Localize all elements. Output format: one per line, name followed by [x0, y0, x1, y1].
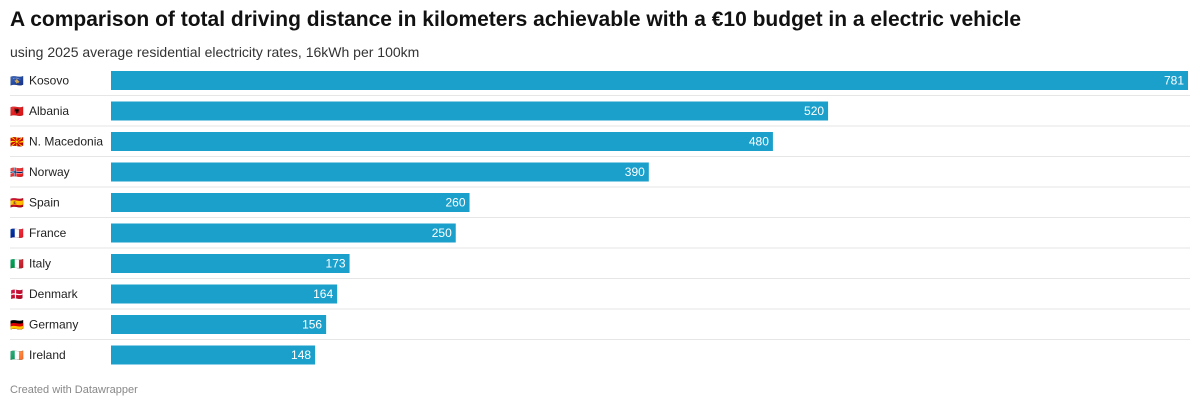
category-label: Albania [29, 104, 69, 118]
bar-value-label: 781 [1164, 74, 1184, 88]
category-label: Kosovo [29, 74, 69, 88]
bar-value-label: 156 [302, 318, 322, 332]
flag-icon-germany: 🇩🇪 [10, 319, 24, 332]
category-label: Norway [29, 165, 70, 179]
bar [111, 315, 327, 334]
datawrapper-credit: Created with Datawrapper [10, 384, 138, 396]
bar-value-label: 390 [625, 165, 645, 179]
bar [111, 223, 456, 243]
flag-icon-albania: 🇦🇱 [10, 105, 24, 118]
bar [111, 345, 316, 365]
flag-icon-ireland: 🇮🇪 [10, 349, 24, 362]
bar-value-label: 148 [291, 348, 311, 362]
flag-icon-denmark: 🇩🇰 [10, 288, 24, 301]
flag-icon-spain: 🇪🇸 [10, 197, 24, 210]
bar [111, 254, 350, 273]
bar [111, 193, 470, 212]
category-label: Ireland [29, 348, 66, 362]
flag-icon-italy: 🇮🇹 [10, 258, 24, 271]
flag-icon-france: 🇫🇷 [10, 227, 24, 240]
category-label: Germany [29, 318, 78, 332]
bar [111, 71, 1188, 90]
flag-icon-norway: 🇳🇴 [10, 166, 24, 179]
category-label: N. Macedonia [29, 135, 103, 149]
category-label: Italy [29, 257, 51, 271]
bar-value-label: 173 [326, 257, 346, 271]
bar [111, 284, 338, 304]
bar-value-label: 260 [446, 196, 466, 210]
chart-title: A comparison of total driving distance i… [10, 8, 1022, 31]
bar-value-label: 480 [749, 135, 769, 149]
bar [111, 101, 829, 121]
flag-icon-kosovo: 🇽🇰 [10, 75, 24, 88]
bar-value-label: 250 [432, 226, 452, 240]
chart-subtitle: using 2025 average residential electrici… [10, 44, 420, 60]
flag-icon-n-macedonia: 🇲🇰 [10, 136, 24, 149]
bar [111, 132, 773, 151]
category-label: Denmark [29, 287, 79, 301]
category-label: France [29, 226, 67, 240]
bar-value-label: 164 [313, 287, 333, 301]
bar-value-label: 520 [804, 104, 824, 118]
bar [111, 162, 649, 182]
bar-chart: 🇽🇰 Kosovo 781 🇦🇱 Albania 520 🇲🇰 N. Macedonia 480… [10, 71, 1190, 365]
category-label: Spain [29, 196, 60, 210]
